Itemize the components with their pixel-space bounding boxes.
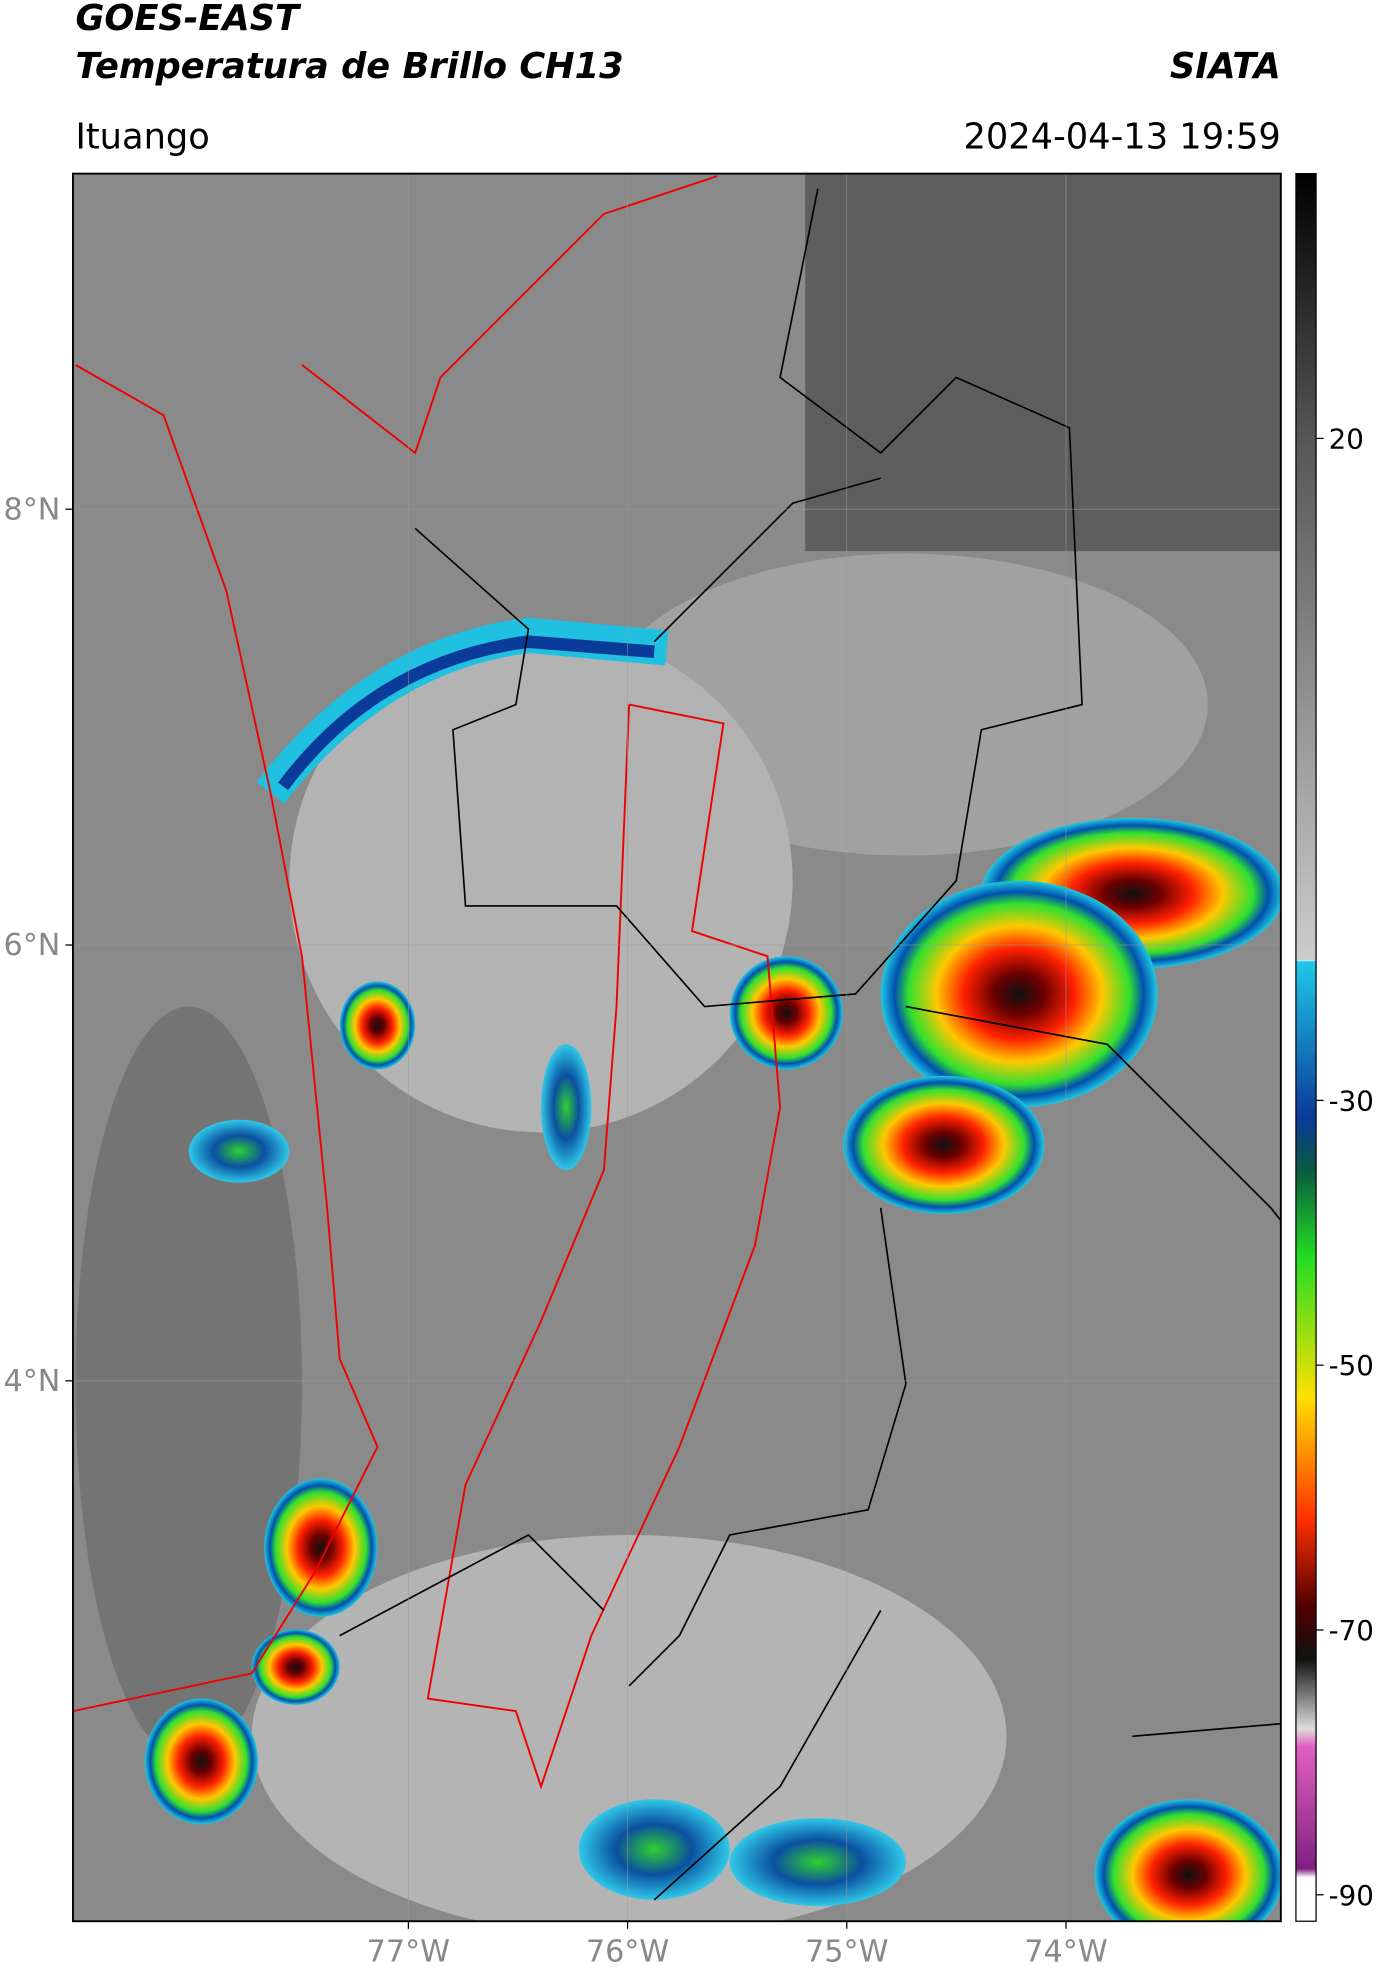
lat-label: 6°N: [4, 928, 61, 963]
map-frame: [72, 172, 1282, 1923]
colorbar-label: -90: [1329, 1879, 1374, 1912]
region: Ituango: [75, 116, 209, 157]
title: GOES-EAST: [75, 0, 302, 39]
datetime: 2024-04-13 19:59: [963, 116, 1280, 157]
lon-label: 76°W: [586, 1934, 669, 1969]
lat-label: 8°N: [4, 492, 61, 527]
lat-label: 4°N: [4, 1364, 61, 1399]
lon-label: 77°W: [367, 1934, 450, 1969]
colorbar: [1295, 172, 1317, 1922]
colorbar-label: -30: [1329, 1084, 1374, 1117]
subtitle: Temperatura de Brillo CH13: [75, 46, 623, 87]
colorbar-label: -50: [1329, 1349, 1374, 1382]
lon-label: 74°W: [1024, 1934, 1107, 1969]
lon-label: 75°W: [805, 1934, 888, 1969]
agency: SIATA: [1170, 46, 1281, 87]
colorbar-label: 20: [1329, 422, 1364, 455]
colorbar-label: -70: [1329, 1614, 1374, 1647]
satellite-image: [72, 173, 1281, 1922]
